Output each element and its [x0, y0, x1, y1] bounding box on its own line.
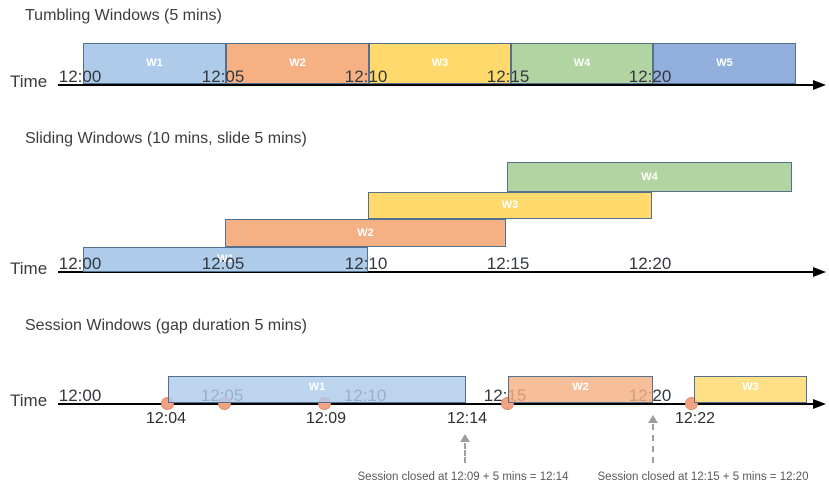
window-label-w1: W1: [146, 57, 163, 69]
time-tick-label: 12:20: [628, 67, 672, 86]
session-close-arrow-stem: [652, 424, 654, 463]
axis-arrow-icon: [813, 267, 826, 277]
tumbling-section-title: Tumbling Windows (5 mins): [25, 7, 222, 24]
time-axis: [58, 403, 813, 405]
event-time-label: 12:22: [674, 410, 716, 427]
sliding-section-title: Sliding Windows (10 mins, slide 5 mins): [25, 130, 307, 147]
window-label-w4: W4: [641, 170, 658, 183]
window-bar-w3: [368, 192, 652, 219]
window-bar-w2: [508, 376, 653, 403]
window-bar-w3: [369, 43, 511, 84]
window-bar-w4: [511, 43, 653, 84]
window-bar-w1: [83, 43, 226, 84]
window-bar-w5: [653, 43, 796, 84]
time-axis: [58, 271, 813, 273]
session-close-arrow-icon: [460, 434, 470, 442]
window-label-w5: W5: [716, 57, 733, 69]
window-label-w3: W3: [742, 381, 759, 393]
window-bar-w2: [225, 219, 506, 247]
event-time-label: 12:04: [145, 410, 187, 427]
event-time-label: 12:14: [446, 410, 488, 427]
time-axis: [58, 84, 813, 86]
session-closed-annotation: Session closed at 12:09 + 5 mins = 12:14: [357, 471, 569, 483]
axis-time-label: Time: [10, 72, 48, 91]
time-tick-label: 12:05: [201, 254, 245, 273]
window-label-w1: W1: [217, 253, 234, 265]
time-tick-label: 12:20: [628, 254, 672, 273]
window-bar-w2: [226, 43, 369, 84]
session-section-title: Session Windows (gap duration 5 mins): [25, 317, 307, 334]
axis-time-label: Time: [10, 259, 48, 278]
axis-arrow-icon: [813, 399, 826, 409]
window-label-w2: W2: [357, 226, 374, 239]
window-bar-w4: [507, 162, 792, 192]
time-tick-label: 12:10: [344, 254, 388, 273]
window-label-w2: W2: [289, 57, 306, 69]
session-close-arrow-stem: [464, 443, 466, 463]
event-time-label: 12:09: [305, 410, 347, 427]
window-bar-w3: [694, 376, 807, 403]
time-tick-label: 12:10: [344, 67, 388, 86]
time-tick-label: 12:05: [201, 67, 245, 86]
window-bar-w1: [83, 247, 368, 272]
window-label-w4: W4: [573, 57, 591, 69]
time-tick-label: 12:00: [58, 254, 102, 273]
window-bar-w1: [168, 376, 466, 403]
window-label-w2: W2: [572, 381, 589, 393]
session-closed-annotation: Session closed at 12:15 + 5 mins = 12:20: [597, 471, 809, 483]
window-label-w3: W3: [501, 199, 519, 211]
time-tick-label: 12:00: [58, 386, 102, 405]
axis-arrow-icon: [813, 80, 826, 90]
window-label-w3: W3: [431, 57, 449, 69]
axis-time-label: Time: [10, 391, 48, 410]
window-label-w1: W1: [308, 381, 326, 393]
time-tick-label: 12:15: [486, 67, 530, 86]
time-tick-label: 12:15: [486, 254, 530, 273]
session-close-arrow-icon: [648, 415, 658, 423]
time-tick-label: 12:00: [58, 67, 102, 86]
